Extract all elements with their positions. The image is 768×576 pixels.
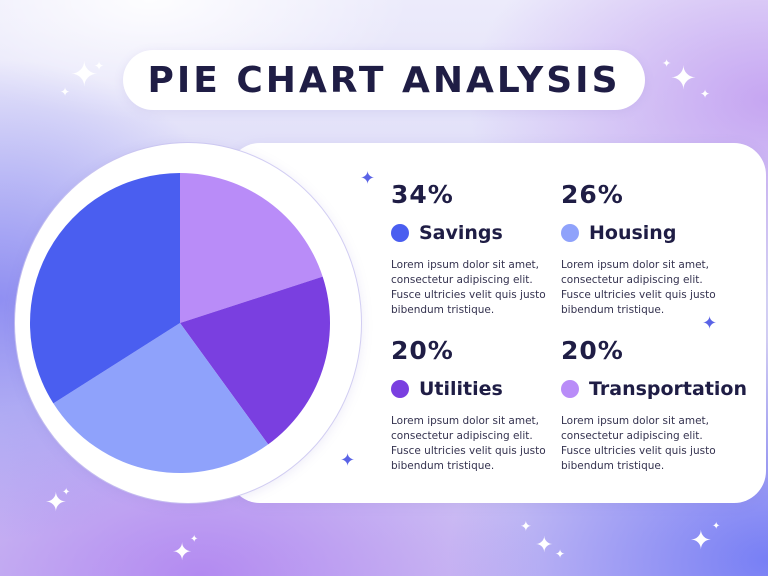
stat-label: Housing xyxy=(589,222,677,244)
stat-description: Lorem ipsum dolor sit amet, consectetur … xyxy=(561,259,716,316)
stat-label: Utilities xyxy=(419,378,503,400)
sparkle-icon: ✦ xyxy=(702,313,718,334)
stat-description: Lorem ipsum dolor sit amet, consectetur … xyxy=(391,415,546,472)
sparkle-icon: ✦ xyxy=(520,519,532,535)
stat-housing: 26% Housing Lorem ipsum dolor sit amet, … xyxy=(561,180,731,318)
sparkle-icon: ✦ xyxy=(690,526,712,556)
stat-description: Lorem ipsum dolor sit amet, consectetur … xyxy=(561,415,716,472)
stat-percent: 26% xyxy=(561,180,624,209)
sparkle-icon: ✦ xyxy=(172,538,193,566)
sparkle-icon: ✦ xyxy=(535,533,554,558)
stat-savings: 34% Savings Lorem ipsum dolor sit amet, … xyxy=(391,180,561,318)
stat-utilities: 20% Utilities Lorem ipsum dolor sit amet… xyxy=(391,336,561,474)
stat-percent: 20% xyxy=(391,336,454,365)
sparkle-icon: ✦ xyxy=(94,59,105,73)
sparkle-icon: ✦ xyxy=(700,87,711,101)
sparkle-icon: ✦ xyxy=(45,488,67,518)
page-title: PIE CHART ANALYSIS xyxy=(147,59,621,101)
sparkle-icon: ✦ xyxy=(662,57,672,70)
title-pill: PIE CHART ANALYSIS xyxy=(123,50,645,110)
legend-dot xyxy=(391,224,409,242)
stat-transportation: 20% Transportation Lorem ipsum dolor sit… xyxy=(561,336,761,474)
sparkle-icon: ✦ xyxy=(190,534,199,545)
sparkle-icon: ✦ xyxy=(670,59,697,97)
legend-dot xyxy=(561,380,579,398)
stat-label: Savings xyxy=(419,222,503,244)
sparkle-icon: ✦ xyxy=(60,85,71,99)
stat-percent: 34% xyxy=(391,180,454,209)
sparkle-icon: ✦ xyxy=(62,487,71,498)
sparkle-icon: ✦ xyxy=(712,521,721,532)
sparkle-icon: ✦ xyxy=(555,547,566,561)
pie-ring xyxy=(15,143,361,503)
stat-label: Transportation xyxy=(589,378,748,400)
sparkle-icon: ✦ xyxy=(340,450,356,471)
legend-dot xyxy=(561,224,579,242)
stat-description: Lorem ipsum dolor sit amet, consectetur … xyxy=(391,259,546,316)
sparkle-icon: ✦ xyxy=(360,168,376,189)
stat-percent: 20% xyxy=(561,336,624,365)
sparkle-icon: ✦ xyxy=(70,55,99,95)
legend-dot xyxy=(391,380,409,398)
